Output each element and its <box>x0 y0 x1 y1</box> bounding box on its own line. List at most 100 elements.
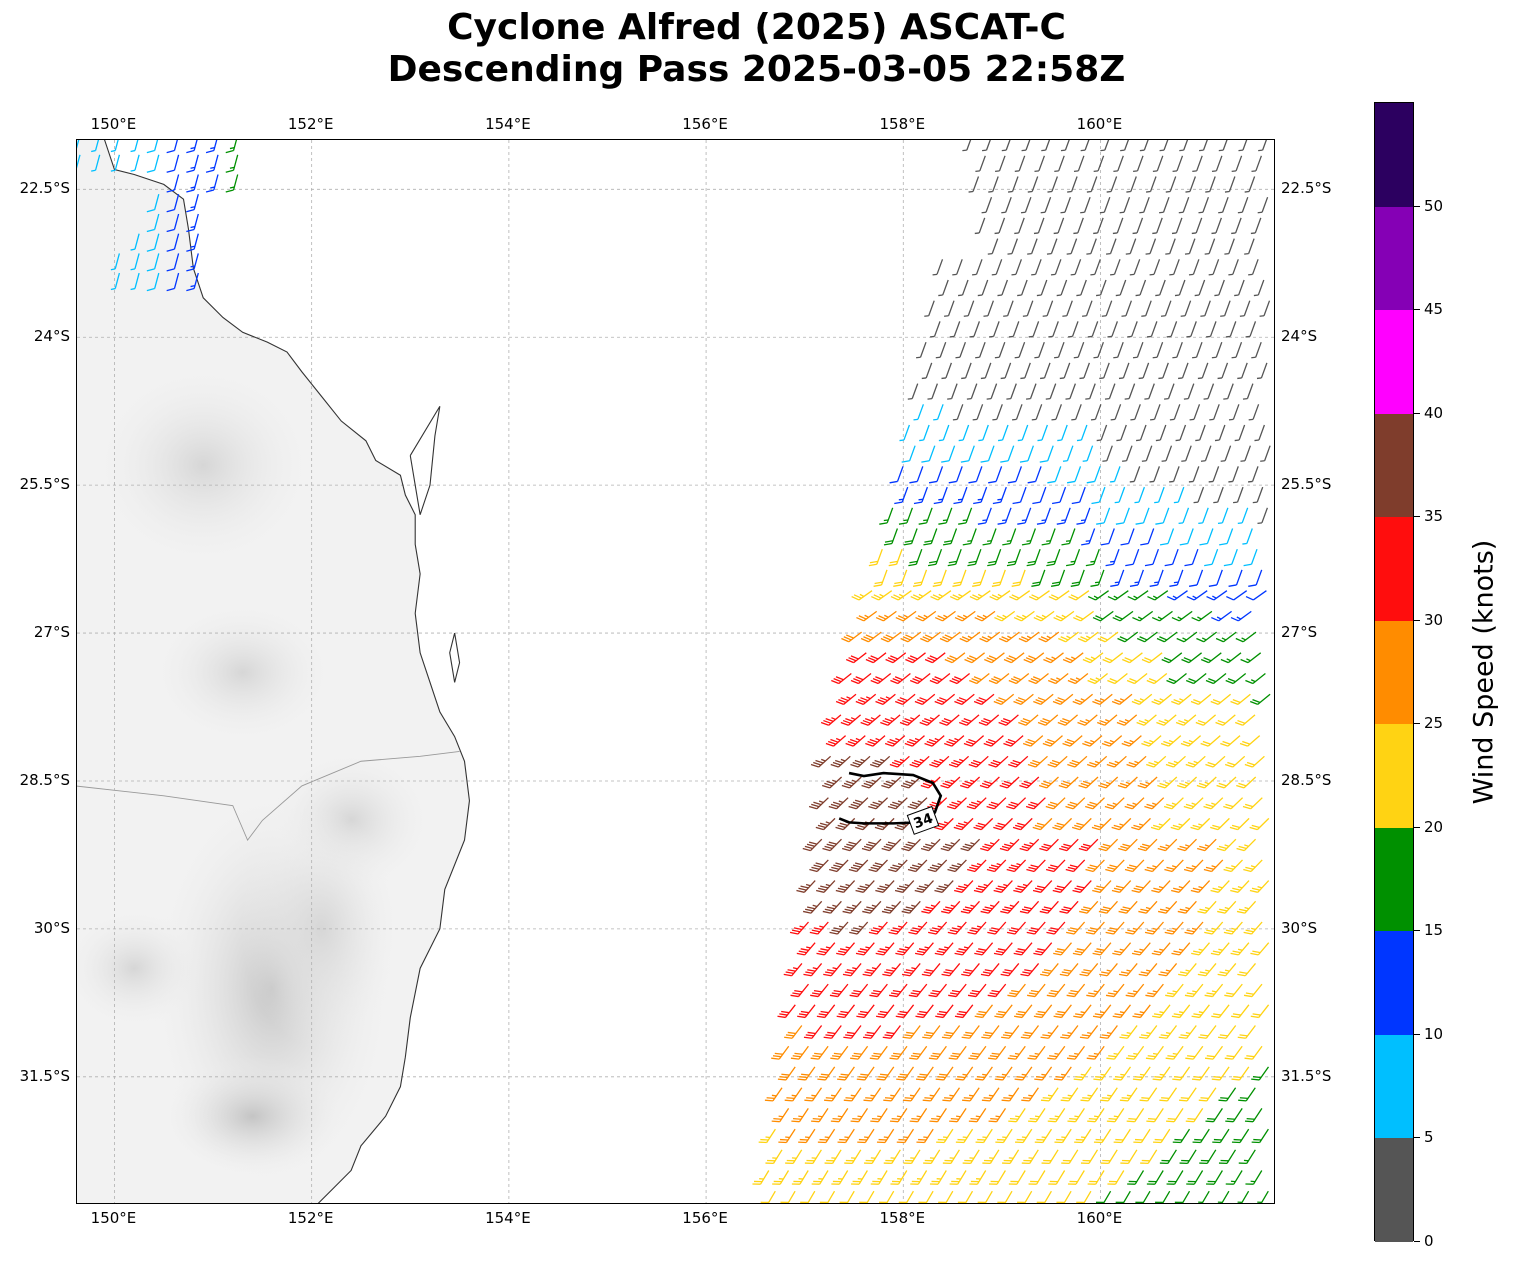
wind-barb <box>1169 569 1184 587</box>
wind-barb <box>1131 880 1151 893</box>
wind-barb <box>1157 776 1178 789</box>
wind-barb <box>850 672 872 685</box>
wind-barb <box>927 383 939 400</box>
wind-barb <box>1159 1087 1178 1102</box>
wind-barb <box>1041 528 1056 546</box>
wind-barb <box>110 140 121 153</box>
wind-barb <box>777 1004 796 1019</box>
wind-barb <box>1256 362 1268 380</box>
wind-barb <box>868 797 889 810</box>
wind-barb <box>1033 1004 1053 1019</box>
wind-barb <box>869 1045 888 1060</box>
wind-barb <box>1218 1149 1237 1165</box>
wind-barb <box>859 1190 875 1203</box>
wind-barb <box>830 755 851 768</box>
wind-barb <box>1023 652 1045 664</box>
wind-barb <box>1058 631 1079 643</box>
colorbar-tick-label: 30 <box>1424 610 1444 629</box>
wind-barb <box>974 942 994 956</box>
wind-barb <box>1009 590 1031 601</box>
wind-barb <box>1228 404 1240 421</box>
colorbar-segment <box>1375 724 1413 828</box>
wind-barb <box>1019 900 1040 914</box>
wind-barb <box>1200 300 1211 317</box>
wind-barb <box>1000 362 1012 380</box>
wind-barb <box>924 735 945 747</box>
wind-barb <box>186 154 199 173</box>
wind-barb <box>1176 776 1198 789</box>
wind-barb <box>915 1066 934 1081</box>
wind-barb <box>824 1149 842 1165</box>
wind-barb <box>1122 445 1133 462</box>
wind-barb <box>1144 548 1160 567</box>
wind-barb <box>1106 176 1118 193</box>
lon-tick-label-bottom: 154°E <box>485 1209 531 1227</box>
coastline <box>103 140 470 1203</box>
wind-barb <box>889 1045 908 1060</box>
wind-barb <box>1046 238 1058 255</box>
wind-barb <box>934 610 956 622</box>
wind-barb <box>1171 693 1192 705</box>
wind-barb <box>837 1128 855 1144</box>
lon-tick-label-bottom: 160°E <box>1076 1209 1123 1227</box>
wind-barb <box>1192 155 1203 172</box>
wind-barb <box>1040 1025 1059 1039</box>
wind-barb <box>895 1004 915 1019</box>
wind-barb <box>879 507 894 525</box>
wind-barb <box>998 631 1020 643</box>
wind-barb <box>1082 735 1103 747</box>
wind-barb <box>1237 196 1249 214</box>
colorbar-tick-label: 45 <box>1424 300 1444 319</box>
wind-barb <box>901 962 921 977</box>
wind-barb <box>1139 1025 1158 1039</box>
wind-barb <box>959 776 981 789</box>
wind-barb <box>981 1025 1000 1039</box>
wind-barb <box>1079 900 1099 914</box>
wind-barb <box>1138 962 1158 977</box>
wind-barb <box>1147 590 1169 601</box>
wind-barb <box>1110 466 1121 483</box>
wind-barb <box>1242 383 1254 400</box>
wind-barb <box>1006 921 1026 935</box>
wind-barb <box>1002 528 1017 546</box>
wind-barb <box>1026 859 1046 873</box>
wind-barb <box>933 486 948 505</box>
wind-barb <box>166 194 180 213</box>
wind-barb <box>938 1190 954 1203</box>
wind-barb <box>1093 217 1104 235</box>
wind-barb <box>1097 714 1118 726</box>
wind-barb <box>1020 196 1032 214</box>
wind-barb <box>1107 590 1129 601</box>
wind-barb <box>1066 238 1078 255</box>
wind-barb <box>804 1087 823 1102</box>
wind-barb <box>1096 279 1107 297</box>
wind-barb <box>941 900 961 914</box>
wind-barb <box>758 1128 776 1144</box>
wind-barb <box>1249 817 1270 831</box>
wind-barb <box>1224 238 1235 255</box>
wind-barb <box>1052 817 1073 831</box>
wind-barb <box>1027 238 1038 255</box>
wind-barb <box>1034 341 1045 359</box>
wind-barb <box>1039 445 1054 463</box>
lon-tick-label-top: 160°E <box>1076 115 1123 133</box>
wind-barb <box>1188 259 1200 276</box>
wind-barb <box>907 797 928 810</box>
wind-barb <box>1078 838 1099 852</box>
wind-barb <box>1058 776 1079 789</box>
wind-barb <box>130 272 140 291</box>
wind-barb <box>1181 652 1202 664</box>
wind-barb <box>1008 321 1020 338</box>
wind-barb <box>1198 196 1210 214</box>
wind-barb <box>919 424 930 442</box>
wind-barb <box>1082 652 1104 664</box>
wind-barb <box>1174 1190 1191 1203</box>
wind-barb <box>1251 1066 1270 1081</box>
wind-barb <box>1198 1025 1217 1039</box>
wind-barb <box>810 983 829 998</box>
wind-barb <box>1093 155 1105 172</box>
wind-barb <box>784 1087 803 1102</box>
wind-barb <box>1006 383 1017 400</box>
wind-barb <box>1106 1045 1125 1060</box>
wind-barb <box>855 880 875 893</box>
